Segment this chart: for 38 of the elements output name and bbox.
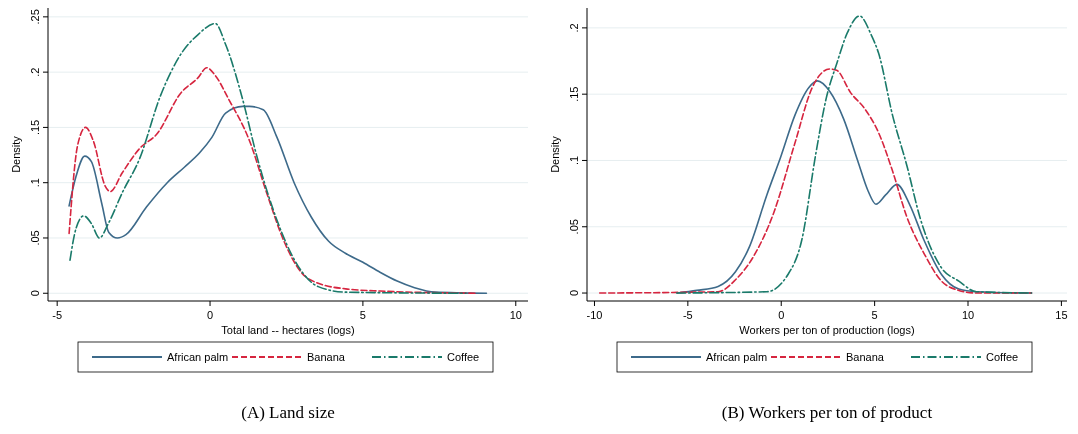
x-tick-label: 10 [961, 309, 975, 321]
x-tick-label: -5 [52, 309, 63, 321]
legend-label: African palm [167, 351, 229, 363]
y-tick-label: .15 [29, 119, 41, 136]
text: (B) Workers per ton of product [721, 403, 933, 422]
line-series [598, 68, 1033, 294]
y-tick-label: .15 [568, 86, 580, 102]
x-tick-label: 15 [1055, 309, 1068, 321]
line-series [68, 105, 488, 295]
x-tick-label: 5 [871, 309, 878, 321]
y-tick-label: 0 [29, 290, 41, 297]
y-tick-label: .2 [568, 23, 580, 33]
legend-label: Banana [846, 351, 885, 363]
x-tick-label: -5 [682, 309, 693, 321]
x-tick-label: 0 [778, 309, 785, 321]
y-tick-label: .25 [29, 9, 41, 25]
line-series [675, 15, 1033, 294]
x-axis-title: Workers per ton of production (logs) [739, 324, 915, 336]
y-tick-label: 0 [568, 289, 580, 297]
line-series [69, 22, 467, 295]
text: (A) Land size [241, 403, 335, 422]
y-axis-title: Density [10, 135, 22, 173]
legend-label: Banana [307, 351, 346, 363]
x-axis-title: Total land -- hectares (logs) [221, 324, 355, 336]
x-tick-label: 10 [509, 309, 522, 321]
legend-label: Coffee [986, 351, 1019, 363]
y-tick-label: .2 [29, 67, 41, 77]
y-tick-label: .05 [29, 230, 41, 246]
y-tick-label: .1 [568, 155, 580, 166]
x-tick-label: 0 [206, 309, 214, 321]
y-tick-label: .05 [568, 219, 580, 235]
x-tick-label: 5 [359, 309, 366, 321]
y-tick-label: .1 [29, 178, 41, 188]
line-series [68, 66, 478, 295]
legend-label: Coffee [447, 351, 480, 363]
x-tick-label: -10 [586, 309, 603, 321]
y-axis-title: Density [549, 135, 561, 173]
legend-label: African palm [706, 351, 768, 363]
